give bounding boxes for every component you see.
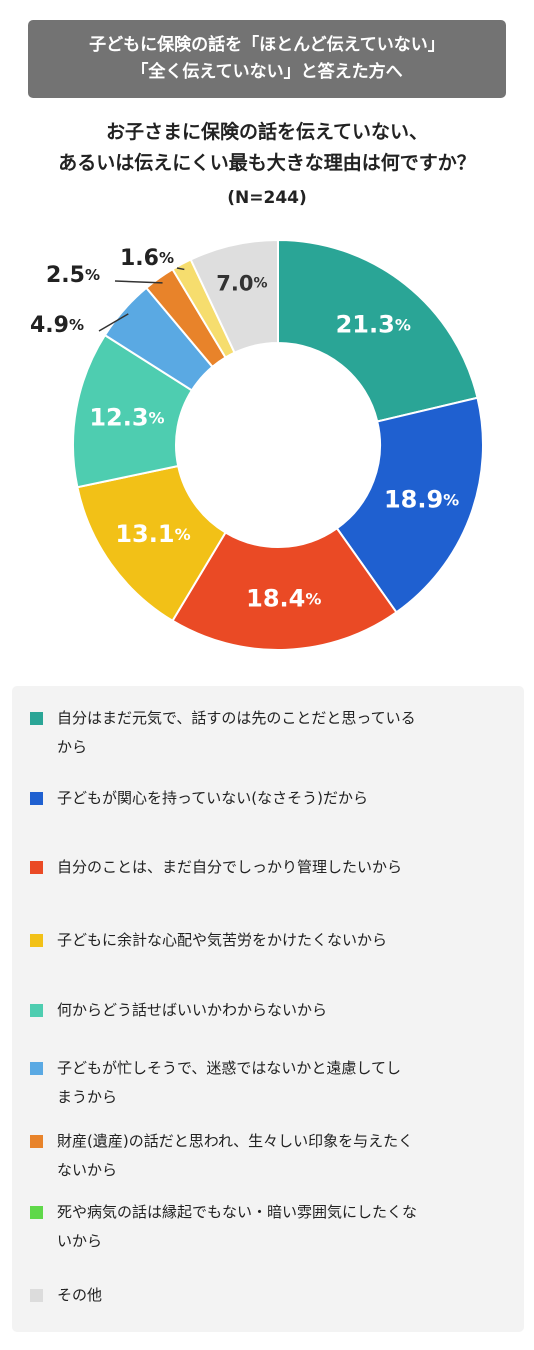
chart-title-line-1: お子さまに保険の話を伝えていない、 — [105, 121, 429, 143]
legend-item: その他 — [30, 1281, 510, 1310]
data-label: 18.9% — [384, 485, 459, 513]
donut-slice — [277, 238, 479, 423]
data-label: 18.4% — [246, 584, 321, 612]
legend-item: 財産(遺産)の話だと思われ、生々しい印象を与えたく ないから — [30, 1127, 510, 1185]
data-label: 7.0% — [216, 271, 267, 295]
banner-line-2: 「全く伝えていない」と答えた方へ — [131, 62, 403, 82]
header-banner: 子どもに保険の話を「ほとんど伝えていない」 「全く伝えていない」と答えた方へ — [28, 20, 506, 98]
leader-line — [176, 267, 185, 271]
legend-label: 子どもが忙しそうで、迷惑ではないかと遠慮してし まうから — [57, 1059, 401, 1106]
legend-item: 子どもが忙しそうで、迷惑ではないかと遠慮してし まうから — [30, 1054, 510, 1112]
data-label: 4.9% — [30, 313, 84, 338]
legend-swatch — [30, 1206, 43, 1219]
legend: 自分はまだ元気で、話すのは先のことだと思っている から 子どもが関心を持っていない… — [12, 686, 524, 1332]
legend-label: 自分はまだ元気で、話すのは先のことだと思っている から — [57, 709, 416, 756]
data-label: 12.3% — [89, 404, 164, 432]
legend-label: 財産(遺産)の話だと思われ、生々しい印象を与えたく ないから — [57, 1132, 414, 1179]
legend-item: 自分のことは、まだ自分でしっかり管理したいから — [30, 853, 510, 882]
donut-slice — [76, 464, 227, 623]
legend-label: 死や病気の話は縁起でもない・暗い雰囲気にしたくな いから — [57, 1203, 418, 1250]
legend-swatch — [30, 861, 43, 874]
donut-chart: 21.3% 18.9% 18.4% 13.1% 12.3% 7.0% 4.9% 2.5% 1.6… — [30, 238, 484, 651]
legend-swatch — [30, 1135, 43, 1148]
legend-item: 何からどう話せばいいかわからないから — [30, 996, 510, 1025]
leader-line — [114, 280, 163, 284]
chart-title-line-2: あるいは伝えにくい最も大きな理由は何ですか？ — [58, 152, 476, 174]
legend-swatch — [30, 1004, 43, 1017]
legend-label: 子どもが関心を持っていない(なさそう)だから — [57, 789, 368, 807]
legend-item: 子どもに余計な心配や気苦労をかけたくないから — [30, 926, 510, 955]
data-label: 1.6% — [120, 246, 174, 271]
legend-label: その他 — [57, 1286, 103, 1304]
legend-swatch — [30, 712, 43, 725]
legend-label: 子どもに余計な心配や気苦労をかけたくないから — [57, 931, 388, 949]
legend-item: 子どもが関心を持っていない(なさそう)だから — [30, 784, 510, 813]
legend-swatch — [30, 934, 43, 947]
legend-item: 自分はまだ元気で、話すのは先のことだと思っている から — [30, 704, 510, 762]
sample-size-label: (N=244) — [227, 188, 307, 208]
data-label: 2.5% — [46, 263, 100, 288]
banner-line-1: 子どもに保険の話を「ほとんど伝えていない」 — [89, 35, 445, 55]
legend-label: 自分のことは、まだ自分でしっかり管理したいから — [57, 858, 403, 876]
donut-slice — [189, 238, 279, 355]
donut-slice — [171, 526, 398, 651]
legend-swatch — [30, 1289, 43, 1302]
data-label: 21.3% — [336, 311, 411, 339]
leader-line — [98, 313, 129, 332]
legend-swatch — [30, 1062, 43, 1075]
chart-title: お子さまに保険の話を伝えていない、 あるいは伝えにくい最も大きな理由は何ですか？ — [0, 117, 534, 179]
data-label: 13.1% — [115, 520, 190, 548]
legend-swatch — [30, 792, 43, 805]
legend-label: 何からどう話せばいいかわからないから — [57, 1001, 328, 1019]
legend-item: 死や病気の話は縁起でもない・暗い雰囲気にしたくな いから — [30, 1198, 510, 1256]
donut-slice — [335, 396, 484, 614]
